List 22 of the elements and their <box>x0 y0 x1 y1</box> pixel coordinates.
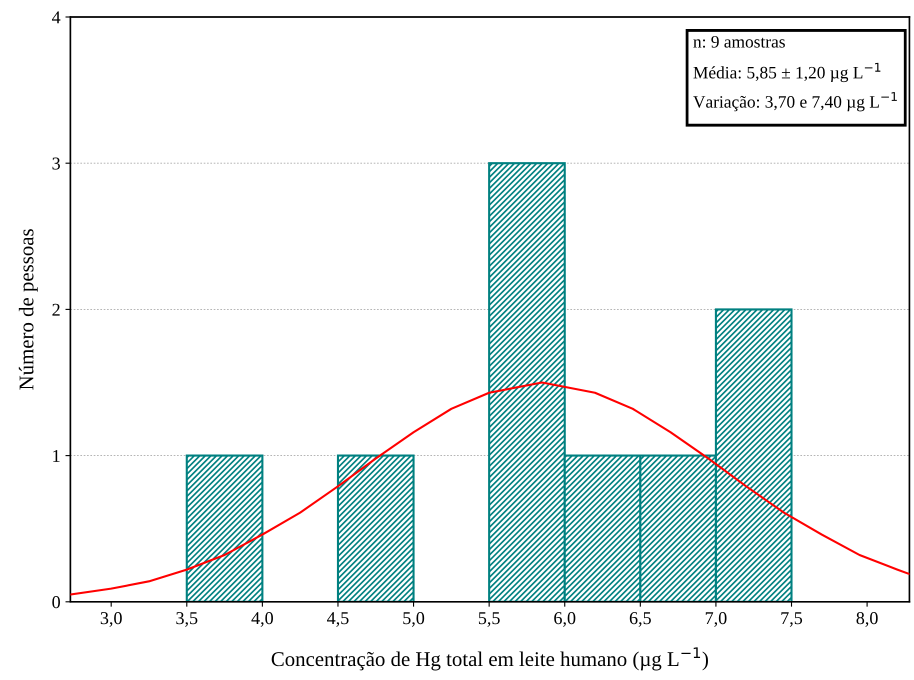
y-tick-label: 4 <box>52 11 60 24</box>
y-tick-label: 1 <box>53 450 60 462</box>
x-tick-label: 4,5 <box>327 612 349 627</box>
y-tick-label: 0 <box>52 596 60 608</box>
y-tick-label: 3 <box>52 158 60 170</box>
annotation: n: 9 amostras <box>693 36 785 48</box>
line-series <box>70 381 910 596</box>
annotation: Variação: 3,70 e 7,40 µg L$^{−1}$ <box>693 92 897 112</box>
x-tick-label: 3,5 <box>176 612 198 627</box>
y-axis-title: Número de pessoas <box>18 229 38 390</box>
x-tick-label: 6,5 <box>630 612 651 627</box>
x-tick-label: 5,0 <box>403 612 424 627</box>
x-axis-title: Concentração de Hg total em leite humano (µg L$^{−1}$) <box>272 647 708 670</box>
x-tick-label: 8,0 <box>856 612 878 627</box>
x-tick-label: 3,0 <box>100 612 122 627</box>
x-tick-label: 4,0 <box>251 612 273 627</box>
x-tick-label: 7,0 <box>706 612 727 627</box>
annotation: Média: 5,85 ± 1,20 µg L$^{−1}$ <box>693 62 880 82</box>
y-tick-label: 2 <box>52 304 60 316</box>
x-tick-label: 6,0 <box>554 612 576 627</box>
x-tick-label: 7,5 <box>781 612 802 627</box>
x-tick-label: 5,5 <box>478 612 500 627</box>
